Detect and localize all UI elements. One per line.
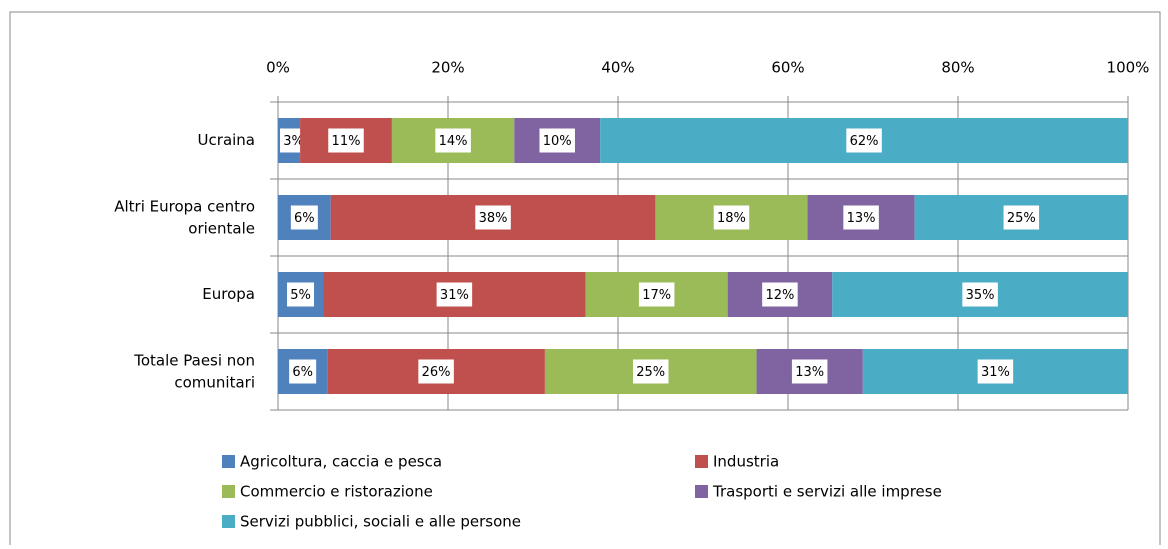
data-label-box [638,282,675,307]
legend-label: Trasporti e servizi alle imprese [712,483,942,501]
data-label: 31% [981,365,1010,380]
data-label-box [846,128,882,153]
legend-swatch [222,515,235,528]
data-label: 12% [765,288,794,303]
data-label: 31% [440,288,469,303]
legend-label: Agricoltura, caccia e pesca [240,453,442,471]
data-label: 38% [479,211,508,226]
legend-label: Commercio e ristorazione [240,483,433,501]
y-tick-label-line: comunitari [174,373,255,391]
data-label: 35% [966,288,995,303]
data-label-box [962,282,998,307]
data-label: 3% [283,134,304,149]
legend-swatch [222,455,235,468]
data-label: 18% [717,211,746,226]
x-tick-label: 60% [771,59,804,77]
data-label-box [328,128,364,153]
legend-swatch [695,455,708,468]
legend-swatch [222,485,235,498]
x-tick-label: 100% [1107,59,1150,77]
y-tick-label: Europa [202,285,255,303]
data-label: 11% [332,134,361,149]
data-label-box [1003,205,1040,230]
data-label-box [843,205,879,230]
data-label-box [475,205,511,230]
data-label: 10% [543,134,572,149]
data-label: 5% [290,288,311,303]
y-tick-label-line: orientale [188,219,255,237]
y-tick-label: Totale Paesi non comunitari [133,351,255,391]
data-label: 13% [847,211,876,226]
data-label-box [418,359,454,384]
y-tick-label: Altri Europa centro orientale [114,197,255,237]
data-label-box [632,359,669,384]
data-label: 6% [292,365,313,380]
y-tick-label: Ucraina [198,131,255,149]
data-label-box [287,282,315,307]
data-label-box [762,282,798,307]
data-label: 14% [439,134,468,149]
legend-label: Industria [713,453,779,471]
y-tick-label-line: Altri Europa centro [114,197,255,215]
data-label: 62% [850,134,879,149]
data-label-box [977,359,1014,384]
data-label: 25% [1007,211,1036,226]
data-label: 13% [795,365,824,380]
x-tick-label: 0% [266,59,290,77]
x-tick-label: 40% [601,59,634,77]
legend-label: Servizi pubblici, sociali e alle persone [240,513,521,531]
data-label-box [436,282,473,307]
data-label-box [713,205,750,230]
legend-swatch [695,485,708,498]
data-label: 26% [422,365,451,380]
data-label-box [435,128,471,153]
data-label: 6% [294,211,315,226]
data-label-box [539,128,575,153]
data-label: 17% [642,288,671,303]
x-tick-label: 80% [941,59,974,77]
x-tick-label: 20% [431,59,464,77]
data-label-box [289,359,317,384]
data-label: 25% [636,365,665,380]
data-label-box [290,205,318,230]
data-label-box [791,359,828,384]
y-tick-label-line: Totale Paesi non [133,351,255,369]
